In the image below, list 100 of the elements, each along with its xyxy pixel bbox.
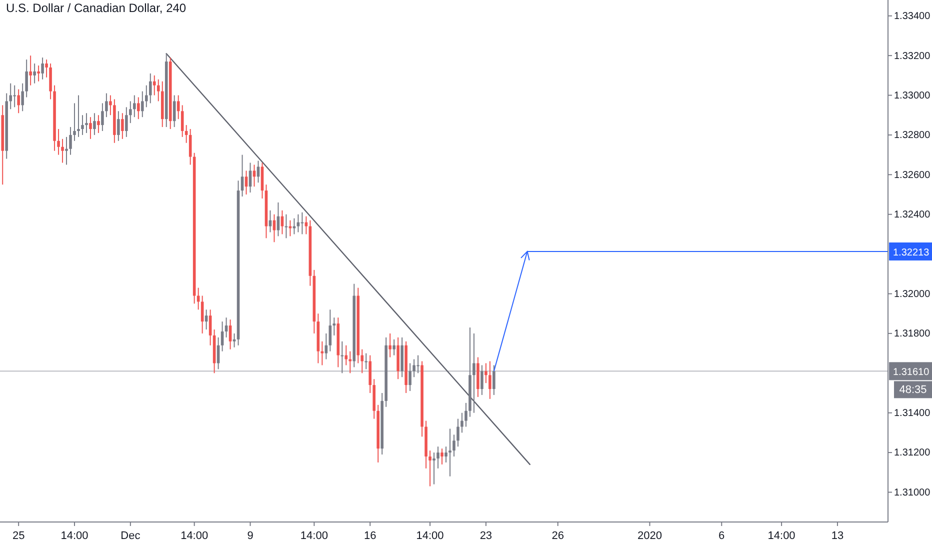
candlestick xyxy=(172,94,176,128)
candlestick xyxy=(388,332,392,358)
candlestick xyxy=(45,59,48,78)
candlestick xyxy=(141,90,144,118)
y-tick-label: 1.31800 xyxy=(894,328,931,340)
candlestick xyxy=(320,340,324,366)
candlestick xyxy=(460,412,464,434)
x-tick-label: 14:00 xyxy=(300,530,328,542)
x-tick-label: 13 xyxy=(831,530,844,542)
candlestick xyxy=(25,59,28,98)
candlestick xyxy=(492,364,496,396)
candlestick xyxy=(69,126,72,156)
y-tick-label: 1.33400 xyxy=(894,11,931,22)
x-tick-label: Dec xyxy=(120,530,141,542)
candlestick xyxy=(200,295,204,334)
candlestick xyxy=(360,348,364,374)
candlestick xyxy=(480,364,484,396)
candlestick xyxy=(416,354,420,374)
x-tick-label: 25 xyxy=(12,530,25,542)
x-tick-label: 9 xyxy=(247,530,254,542)
candlestick xyxy=(292,218,296,235)
candlestick xyxy=(284,214,288,239)
candlestick xyxy=(300,212,304,235)
candlestick xyxy=(41,57,44,80)
x-tick-label: 16 xyxy=(364,530,376,542)
candlestick xyxy=(89,116,92,140)
candlestick xyxy=(472,332,476,414)
candlestick xyxy=(145,84,148,108)
candlestick xyxy=(49,63,52,100)
x-tick-label: 23 xyxy=(480,530,492,542)
candlestick xyxy=(332,317,336,336)
candlestick xyxy=(57,128,60,156)
candlestick xyxy=(484,362,488,384)
candlestick xyxy=(17,88,20,114)
candlestick xyxy=(81,114,84,136)
candlestick xyxy=(452,434,456,457)
candlestick xyxy=(105,92,108,118)
candlestick xyxy=(73,102,76,142)
candlestick xyxy=(252,164,256,188)
candlestick xyxy=(364,352,368,370)
candlestick xyxy=(9,82,12,110)
candlestick xyxy=(33,63,36,84)
candlestick xyxy=(444,446,448,463)
y-tick-label: 1.31200 xyxy=(894,448,931,459)
candlestick xyxy=(288,220,292,237)
candlestick xyxy=(256,160,260,184)
candlestick xyxy=(240,154,244,197)
x-tick-label: 6 xyxy=(718,530,725,542)
candlestick xyxy=(156,78,160,102)
y-tick-label: 1.32400 xyxy=(894,210,931,221)
candlestick xyxy=(208,309,212,346)
y-tick-label: 1.32000 xyxy=(894,288,931,300)
x-tick-label: 14:00 xyxy=(60,530,88,542)
candlestick xyxy=(232,332,236,348)
x-tick-label: 26 xyxy=(552,530,564,542)
candlestick xyxy=(260,162,264,199)
candlestick xyxy=(244,170,248,196)
text: 48:35 xyxy=(899,384,927,396)
ref-line-label: 1.32213 xyxy=(893,247,930,258)
candlestick xyxy=(464,402,468,428)
candlestick xyxy=(133,94,136,118)
candlestick xyxy=(448,428,452,477)
candlestick xyxy=(408,362,412,392)
candlestick xyxy=(176,94,180,120)
candlestick xyxy=(436,446,440,469)
candlestick xyxy=(121,112,124,140)
candlestick xyxy=(280,210,284,235)
candlestick xyxy=(196,287,200,310)
candlestick xyxy=(188,128,192,166)
y-tick-label: 1.31400 xyxy=(894,408,931,420)
y-tick-label: 1.31000 xyxy=(894,487,931,498)
ref-line-label: 1.31610 xyxy=(893,367,930,378)
candlestick xyxy=(340,340,344,374)
candlestick xyxy=(324,332,328,360)
candlestick xyxy=(77,94,80,138)
y-tick-label: 1.33000 xyxy=(894,90,931,102)
candlestick xyxy=(248,162,252,194)
candlestick xyxy=(97,114,100,134)
candlestick xyxy=(456,418,460,448)
candlestick xyxy=(428,450,432,487)
candlestick xyxy=(117,110,120,142)
candlestick xyxy=(412,358,416,378)
candlestick xyxy=(224,317,228,338)
candlestick xyxy=(432,452,436,485)
candlestick xyxy=(109,94,112,116)
candlestick xyxy=(61,138,64,164)
candlestick xyxy=(152,74,156,96)
candlestick xyxy=(228,319,232,350)
candlestick xyxy=(101,102,104,132)
candlestick xyxy=(296,214,300,233)
candlestick xyxy=(137,96,140,120)
candlestick xyxy=(344,344,348,366)
candlestick xyxy=(21,82,24,112)
x-tick-label: 14:00 xyxy=(416,530,444,542)
chart-title: U.S. Dollar / Canadian Dollar, 240 xyxy=(6,1,186,15)
candlestick xyxy=(125,106,128,138)
y-tick-label: 1.32600 xyxy=(894,170,931,181)
candlestick xyxy=(149,72,152,104)
candlestick xyxy=(348,350,352,374)
candlestick xyxy=(180,104,184,138)
